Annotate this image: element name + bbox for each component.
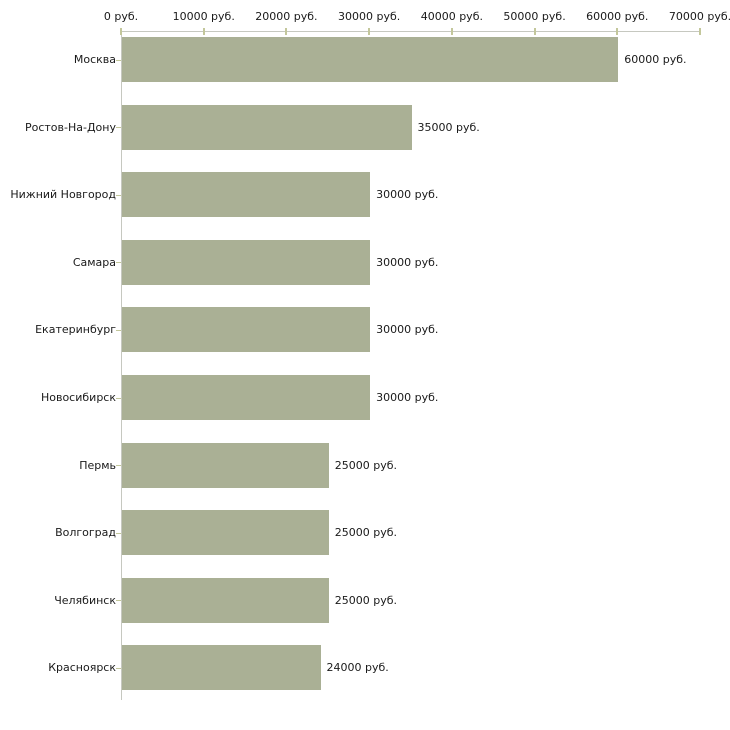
x-axis-line <box>121 31 700 32</box>
value-label: 30000 руб. <box>376 188 439 202</box>
value-label: 25000 руб. <box>334 526 398 540</box>
bar <box>122 307 371 353</box>
category-tick-mark <box>116 127 121 128</box>
category-label: Москва <box>73 53 116 66</box>
x-tick-mark <box>699 28 701 35</box>
category-label: Екатеринбург <box>35 323 116 337</box>
value-label: 25000 руб. <box>334 458 398 472</box>
x-tick-mark <box>533 28 536 35</box>
category-tick-mark <box>116 600 121 601</box>
category-tick-mark <box>116 533 121 534</box>
value-label: 30000 руб. <box>376 391 439 404</box>
category-label: Пермь <box>79 458 116 472</box>
bar <box>122 172 371 218</box>
value-label: 30000 руб. <box>376 323 439 337</box>
bar <box>122 510 329 556</box>
x-tick-label: 60000 руб. <box>586 10 649 23</box>
bar <box>122 239 371 285</box>
x-tick-label: 30000 руб. <box>338 10 401 23</box>
x-tick-mark <box>285 28 288 35</box>
bar <box>122 37 619 82</box>
x-tick-label: 20000 руб. <box>255 10 318 23</box>
value-label: 25000 руб. <box>334 593 398 607</box>
category-label: Самара <box>72 255 116 269</box>
value-label: 24000 руб. <box>326 661 389 675</box>
x-tick-label: 0 руб. <box>103 10 139 23</box>
value-label: 60000 руб. <box>624 53 687 66</box>
category-label: Волгоград <box>55 526 116 540</box>
x-axis: 0 руб. 10000 руб. 20000 руб. 30000 руб. 4000… <box>0 0 730 30</box>
x-tick-mark <box>616 28 619 35</box>
category-label: Нижний Новгород <box>10 188 116 202</box>
x-tick-mark <box>202 28 205 35</box>
category-tick-mark <box>116 668 121 669</box>
category-tick-mark <box>116 195 121 196</box>
x-tick-mark <box>368 28 371 35</box>
category-label: Новосибирск <box>40 391 116 404</box>
category-tick-mark <box>116 60 121 61</box>
value-label: 30000 руб. <box>376 255 439 269</box>
bar <box>122 645 321 691</box>
bar <box>122 104 412 150</box>
category-label: Красноярск <box>48 661 116 675</box>
category-label: Ростов-На-Дону <box>24 120 116 134</box>
y-axis-line <box>121 31 122 700</box>
x-tick-label: 10000 руб. <box>172 10 235 23</box>
x-tick-label: 40000 руб. <box>420 10 483 23</box>
x-tick-mark <box>120 28 122 35</box>
x-tick-label: 70000 руб. <box>668 10 730 23</box>
x-tick-mark <box>450 28 453 35</box>
bar <box>122 375 371 420</box>
bar <box>122 442 329 488</box>
bar <box>122 577 329 623</box>
category-tick-mark <box>116 398 121 399</box>
category-tick-mark <box>116 465 121 466</box>
category-label: Челябинск <box>54 593 116 607</box>
x-tick-label: 50000 руб. <box>503 10 566 23</box>
value-label: 35000 руб. <box>417 120 480 134</box>
category-tick-mark <box>116 262 121 263</box>
category-tick-mark <box>116 330 121 331</box>
